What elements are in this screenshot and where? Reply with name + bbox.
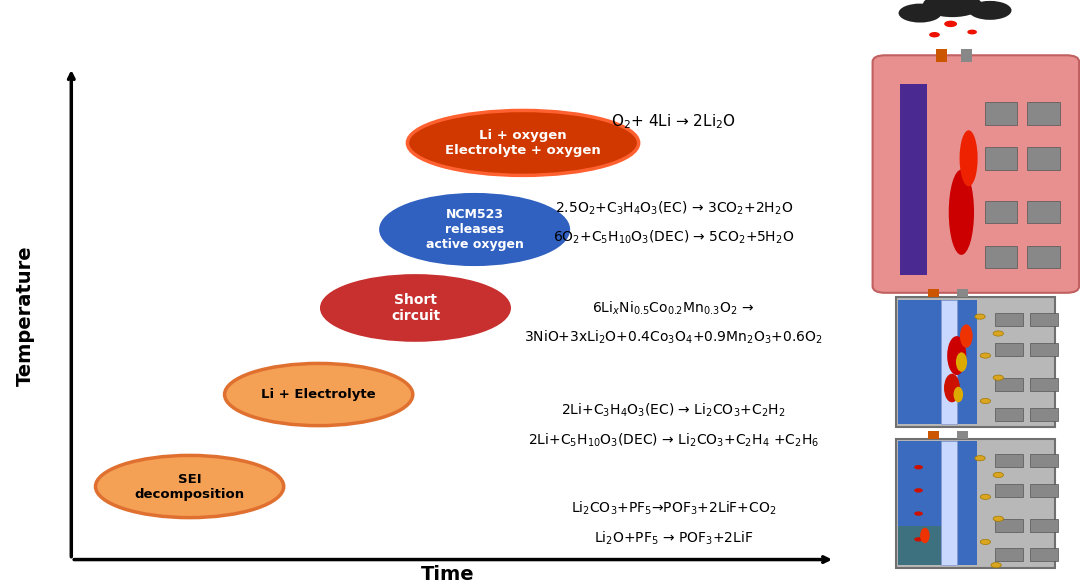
FancyBboxPatch shape bbox=[995, 343, 1023, 356]
Ellipse shape bbox=[968, 29, 977, 35]
FancyBboxPatch shape bbox=[961, 49, 972, 62]
Ellipse shape bbox=[994, 472, 1003, 477]
Ellipse shape bbox=[956, 352, 967, 372]
FancyBboxPatch shape bbox=[985, 201, 1017, 223]
FancyBboxPatch shape bbox=[1029, 377, 1057, 390]
Ellipse shape bbox=[959, 131, 977, 186]
Ellipse shape bbox=[981, 399, 990, 403]
Ellipse shape bbox=[948, 169, 974, 255]
FancyBboxPatch shape bbox=[1029, 407, 1057, 420]
Ellipse shape bbox=[975, 456, 985, 461]
Text: Li + oxygen
Electrolyte + oxygen: Li + oxygen Electrolyte + oxygen bbox=[445, 129, 600, 157]
FancyBboxPatch shape bbox=[900, 84, 927, 275]
FancyBboxPatch shape bbox=[995, 377, 1023, 390]
FancyBboxPatch shape bbox=[936, 49, 947, 62]
FancyBboxPatch shape bbox=[957, 430, 968, 439]
Text: NCM523
releases
active oxygen: NCM523 releases active oxygen bbox=[426, 208, 524, 251]
FancyBboxPatch shape bbox=[985, 147, 1017, 169]
FancyBboxPatch shape bbox=[995, 519, 1023, 532]
Ellipse shape bbox=[914, 488, 923, 493]
FancyBboxPatch shape bbox=[1029, 484, 1057, 497]
Text: O$_2$+ 4Li → 2Li$_2$O: O$_2$+ 4Li → 2Li$_2$O bbox=[611, 112, 737, 131]
FancyBboxPatch shape bbox=[896, 297, 1055, 427]
FancyBboxPatch shape bbox=[928, 289, 940, 297]
FancyBboxPatch shape bbox=[941, 300, 957, 425]
Ellipse shape bbox=[969, 1, 1012, 20]
FancyBboxPatch shape bbox=[1027, 147, 1059, 169]
FancyBboxPatch shape bbox=[1029, 313, 1057, 326]
Ellipse shape bbox=[914, 465, 923, 469]
Ellipse shape bbox=[380, 194, 569, 265]
FancyBboxPatch shape bbox=[1029, 343, 1057, 356]
Text: 2Li+C$_3$H$_4$O$_3$(EC) → Li$_2$CO$_3$+C$_2$H$_2$: 2Li+C$_3$H$_4$O$_3$(EC) → Li$_2$CO$_3$+C… bbox=[562, 402, 786, 419]
Text: Li$_2$O+PF$_5$ → POF$_3$+2LiF: Li$_2$O+PF$_5$ → POF$_3$+2LiF bbox=[594, 529, 754, 547]
Ellipse shape bbox=[407, 111, 638, 175]
Ellipse shape bbox=[991, 563, 1001, 567]
Ellipse shape bbox=[322, 276, 510, 340]
FancyBboxPatch shape bbox=[1027, 246, 1059, 268]
Ellipse shape bbox=[960, 325, 973, 348]
Text: 2Li+C$_5$H$_{10}$O$_3$(DEC) → Li$_2$CO$_3$+C$_2$H$_4$ +C$_2$H$_6$: 2Li+C$_5$H$_{10}$O$_3$(DEC) → Li$_2$CO$_… bbox=[528, 432, 820, 449]
Text: Li + Electrolyte: Li + Electrolyte bbox=[261, 388, 376, 401]
Ellipse shape bbox=[914, 537, 923, 542]
Ellipse shape bbox=[944, 374, 960, 402]
FancyBboxPatch shape bbox=[985, 102, 1017, 125]
Ellipse shape bbox=[994, 375, 1003, 380]
Ellipse shape bbox=[975, 314, 985, 319]
Ellipse shape bbox=[947, 336, 967, 375]
Ellipse shape bbox=[899, 4, 942, 22]
FancyBboxPatch shape bbox=[1029, 549, 1057, 561]
FancyBboxPatch shape bbox=[873, 55, 1079, 293]
FancyBboxPatch shape bbox=[928, 430, 940, 439]
Text: Short
circuit: Short circuit bbox=[391, 293, 440, 323]
Ellipse shape bbox=[929, 32, 940, 38]
Ellipse shape bbox=[981, 495, 990, 499]
Text: 6Li$_x$Ni$_{0.5}$Co$_{0.2}$Mn$_{0.3}$O$_2$ →: 6Li$_x$Ni$_{0.5}$Co$_{0.2}$Mn$_{0.3}$O$_… bbox=[593, 299, 755, 317]
Ellipse shape bbox=[920, 528, 930, 543]
FancyBboxPatch shape bbox=[1029, 519, 1057, 532]
FancyBboxPatch shape bbox=[1027, 102, 1059, 125]
Text: Temperature: Temperature bbox=[15, 246, 35, 386]
Ellipse shape bbox=[922, 0, 982, 17]
Ellipse shape bbox=[981, 353, 990, 358]
FancyBboxPatch shape bbox=[1027, 201, 1059, 223]
Text: 2.5O$_2$+C$_3$H$_4$O$_3$(EC) → 3CO$_2$+2H$_2$O: 2.5O$_2$+C$_3$H$_4$O$_3$(EC) → 3CO$_2$+2… bbox=[554, 199, 793, 216]
FancyBboxPatch shape bbox=[985, 246, 1017, 268]
FancyBboxPatch shape bbox=[995, 484, 1023, 497]
Ellipse shape bbox=[95, 455, 284, 517]
FancyBboxPatch shape bbox=[896, 439, 1055, 567]
FancyBboxPatch shape bbox=[957, 289, 968, 297]
FancyBboxPatch shape bbox=[897, 300, 977, 425]
FancyBboxPatch shape bbox=[995, 407, 1023, 420]
Ellipse shape bbox=[914, 512, 923, 516]
Text: Time: Time bbox=[421, 565, 474, 584]
Text: SEI
decomposition: SEI decomposition bbox=[135, 473, 245, 500]
FancyBboxPatch shape bbox=[995, 549, 1023, 561]
FancyBboxPatch shape bbox=[995, 313, 1023, 326]
FancyBboxPatch shape bbox=[1029, 455, 1057, 467]
Ellipse shape bbox=[994, 331, 1003, 336]
Text: Li$_2$CO$_3$+PF$_5$→POF$_3$+2LiF+CO$_2$: Li$_2$CO$_3$+PF$_5$→POF$_3$+2LiF+CO$_2$ bbox=[571, 499, 777, 517]
Text: 6O$_2$+C$_5$H$_{10}$O$_3$(DEC) → 5CO$_2$+5H$_2$O: 6O$_2$+C$_5$H$_{10}$O$_3$(DEC) → 5CO$_2$… bbox=[553, 229, 794, 246]
FancyBboxPatch shape bbox=[897, 442, 977, 565]
Ellipse shape bbox=[994, 516, 1003, 522]
FancyBboxPatch shape bbox=[941, 442, 957, 565]
FancyBboxPatch shape bbox=[897, 526, 941, 565]
Ellipse shape bbox=[954, 387, 963, 402]
Ellipse shape bbox=[981, 539, 990, 544]
FancyBboxPatch shape bbox=[995, 455, 1023, 467]
Ellipse shape bbox=[225, 363, 413, 426]
Text: 3NiO+3xLi$_2$O+0.4Co$_3$O$_4$+0.9Mn$_2$O$_3$+0.6O$_2$: 3NiO+3xLi$_2$O+0.4Co$_3$O$_4$+0.9Mn$_2$O… bbox=[524, 329, 823, 346]
Ellipse shape bbox=[944, 21, 957, 27]
